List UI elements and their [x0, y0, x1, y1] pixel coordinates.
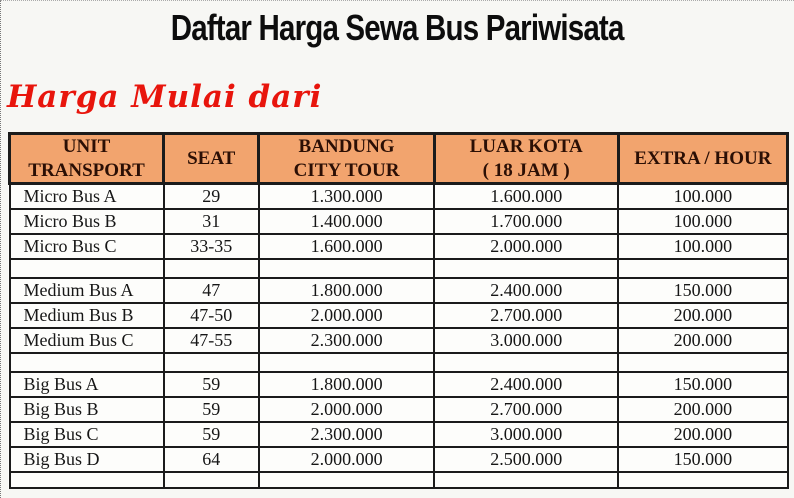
unit-cell: Big Bus A	[8, 371, 165, 398]
value-cell: 33-35	[162, 233, 260, 260]
value-cell: 2.300.000	[257, 421, 436, 448]
value-cell: 200.000	[617, 421, 789, 448]
unit-cell: Big Bus D	[8, 446, 165, 473]
table-row: Big Bus A 59 1.800.000 2.400.000 150.000	[8, 371, 789, 398]
spacer-cell	[8, 352, 165, 373]
table-row: Big Bus D 64 2.000.000 2.500.000 150.000	[8, 446, 789, 473]
page-title-text: Daftar Harga Sewa Bus Pariwisata	[171, 7, 625, 48]
price-table: UNIT TRANSPORT SEAT BANDUNG CITY TOUR LUAR …	[7, 132, 790, 489]
column-header-bandung-city-tour: BANDUNG CITY TOUR	[257, 132, 436, 185]
value-cell: 2.400.000	[433, 277, 620, 304]
value-cell: 100.000	[617, 182, 789, 210]
spacer-cell	[257, 471, 436, 489]
unit-cell: Medium Bus C	[8, 327, 165, 354]
spacer-cell	[617, 258, 789, 279]
price-table-head: UNIT TRANSPORT SEAT BANDUNG CITY TOUR LUAR …	[7, 132, 790, 185]
value-cell: 3.000.000	[433, 327, 620, 354]
value-cell: 1.600.000	[257, 233, 436, 260]
column-header-unit-transport: UNIT TRANSPORT	[7, 132, 166, 185]
header-row: UNIT TRANSPORT SEAT BANDUNG CITY TOUR LUAR …	[7, 132, 790, 185]
value-cell: 2.500.000	[433, 446, 620, 473]
value-cell: 47-55	[162, 327, 260, 354]
value-cell: 200.000	[617, 302, 789, 329]
spacer-cell	[617, 471, 789, 489]
unit-cell: Micro Bus A	[8, 182, 165, 210]
value-cell: 47	[162, 277, 260, 304]
unit-cell: Big Bus C	[8, 421, 165, 448]
value-cell: 64	[162, 446, 260, 473]
column-header-extra-hour: EXTRA / HOUR	[616, 132, 790, 185]
unit-cell: Medium Bus B	[8, 302, 165, 329]
value-cell: 200.000	[617, 327, 789, 354]
value-cell: 150.000	[617, 277, 789, 304]
spacer-row	[8, 471, 789, 489]
table-row: Micro Bus A 29 1.300.000 1.600.000 100.000	[8, 182, 789, 210]
spacer-cell	[433, 258, 620, 279]
value-cell: 59	[162, 371, 260, 398]
value-cell: 1.800.000	[257, 277, 436, 304]
value-cell: 1.800.000	[257, 371, 436, 398]
unit-cell: Micro Bus B	[8, 208, 165, 235]
table-row: Big Bus B 59 2.000.000 2.700.000 200.000	[8, 396, 789, 423]
value-cell: 2.300.000	[257, 327, 436, 354]
value-cell: 31	[162, 208, 260, 235]
value-cell: 150.000	[617, 446, 789, 473]
price-table-body: Micro Bus A 29 1.300.000 1.600.000 100.000 Mi…	[8, 182, 789, 489]
value-cell: 1.700.000	[433, 208, 620, 235]
value-cell: 150.000	[617, 371, 789, 398]
value-cell: 59	[162, 396, 260, 423]
column-header-luar-kota-18-jam: LUAR KOTA ( 18 JAM )	[432, 132, 620, 185]
value-cell: 100.000	[617, 208, 789, 235]
value-cell: 29	[162, 182, 260, 210]
table-row: Micro Bus C 33-35 1.600.000 2.000.000 100.00…	[8, 233, 789, 260]
spacer-cell	[162, 352, 260, 373]
value-cell: 1.300.000	[257, 182, 436, 210]
table-row: Medium Bus A 47 1.800.000 2.400.000 150.000	[8, 277, 789, 304]
value-cell: 1.600.000	[433, 182, 620, 210]
value-cell: 2.700.000	[433, 302, 620, 329]
spacer-cell	[8, 471, 165, 489]
value-cell: 100.000	[617, 233, 789, 260]
table-row: Micro Bus B 31 1.400.000 1.700.000 100.000	[8, 208, 789, 235]
value-cell: 3.000.000	[433, 421, 620, 448]
spacer-row	[8, 258, 789, 279]
subtitle-harga-mulai-dari: Harga Mulai dari	[7, 79, 323, 115]
spacer-cell	[257, 258, 436, 279]
spacer-cell	[162, 471, 260, 489]
value-cell: 2.000.000	[257, 302, 436, 329]
spacer-cell	[257, 352, 436, 373]
spacer-cell	[617, 352, 789, 373]
unit-cell: Medium Bus A	[8, 277, 165, 304]
table-row: Medium Bus B 47-50 2.000.000 2.700.000 200.0…	[8, 302, 789, 329]
spacer-cell	[433, 471, 620, 489]
spacer-cell	[433, 352, 620, 373]
value-cell: 59	[162, 421, 260, 448]
value-cell: 200.000	[617, 396, 789, 423]
value-cell: 1.400.000	[257, 208, 436, 235]
value-cell: 2.000.000	[257, 396, 436, 423]
table-row: Big Bus C 59 2.300.000 3.000.000 200.000	[8, 421, 789, 448]
page-title: Daftar Harga Sewa Bus Pariwisata	[1, 7, 794, 49]
spacer-row	[8, 352, 789, 373]
value-cell: 2.000.000	[257, 446, 436, 473]
value-cell: 2.700.000	[433, 396, 620, 423]
unit-cell: Micro Bus C	[8, 233, 165, 260]
spacer-cell	[8, 258, 165, 279]
table-row: Medium Bus C 47-55 2.300.000 3.000.000 200.0…	[8, 327, 789, 354]
unit-cell: Big Bus B	[8, 396, 165, 423]
value-cell: 2.000.000	[433, 233, 620, 260]
column-header-seat: SEAT	[162, 132, 261, 185]
value-cell: 47-50	[162, 302, 260, 329]
spacer-cell	[162, 258, 260, 279]
value-cell: 2.400.000	[433, 371, 620, 398]
